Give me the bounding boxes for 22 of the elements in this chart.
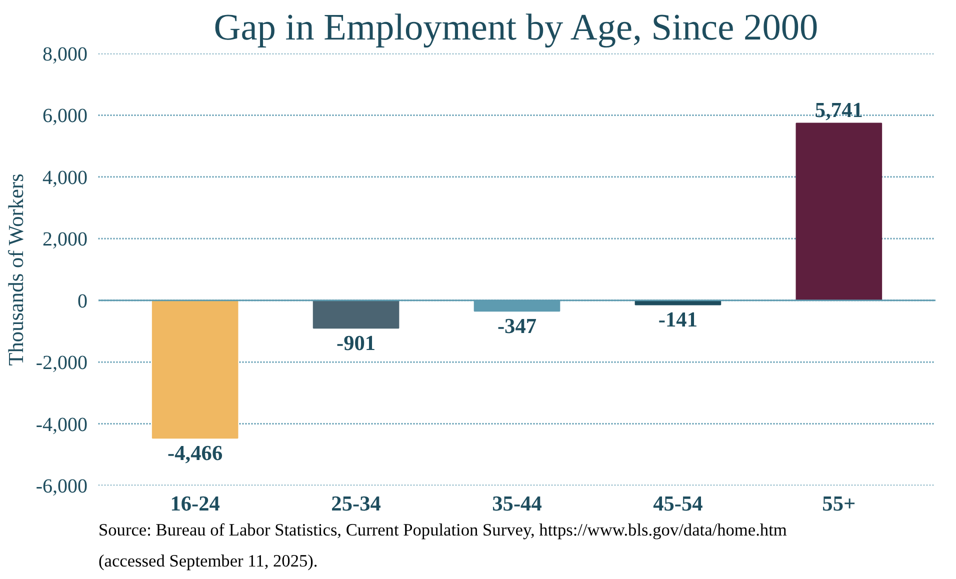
x-tick-label: 35-44 [492,492,542,516]
data-label: -901 [336,331,376,356]
y-tick-label: -2,000 [36,352,88,374]
x-tick-label: 16-24 [170,492,220,516]
y-tick-label: 0 [78,290,88,312]
text: (accessed September 11, 2025). [98,552,318,570]
chart-title: Gap in Employment by Age, Since 2000 [214,8,818,48]
x-tick-label: 55+ [822,492,856,516]
y-tick-label: 2,000 [42,228,88,251]
y-axis-title: Thousands of Workers [4,174,28,366]
y-tick-label: -4,000 [36,414,88,436]
data-label: 5,741 [814,98,863,122]
x-tick-label: 25-34 [331,492,382,516]
x-tick-label: 45-54 [653,492,704,516]
y-tick-label: 8,000 [42,44,88,66]
source-note: Source: Bureau of Labor Statistics, Current Population Survey, https://www.bls.gov/data/home.htm [98,520,788,540]
y-tick-label: -6,000 [36,476,88,498]
data-label: -347 [497,314,537,338]
y-tick-label: 6,000 [42,105,88,128]
data-label: -4,466 [168,441,223,466]
y-tick-label: 4,000 [42,166,88,189]
data-label: -141 [658,308,698,332]
